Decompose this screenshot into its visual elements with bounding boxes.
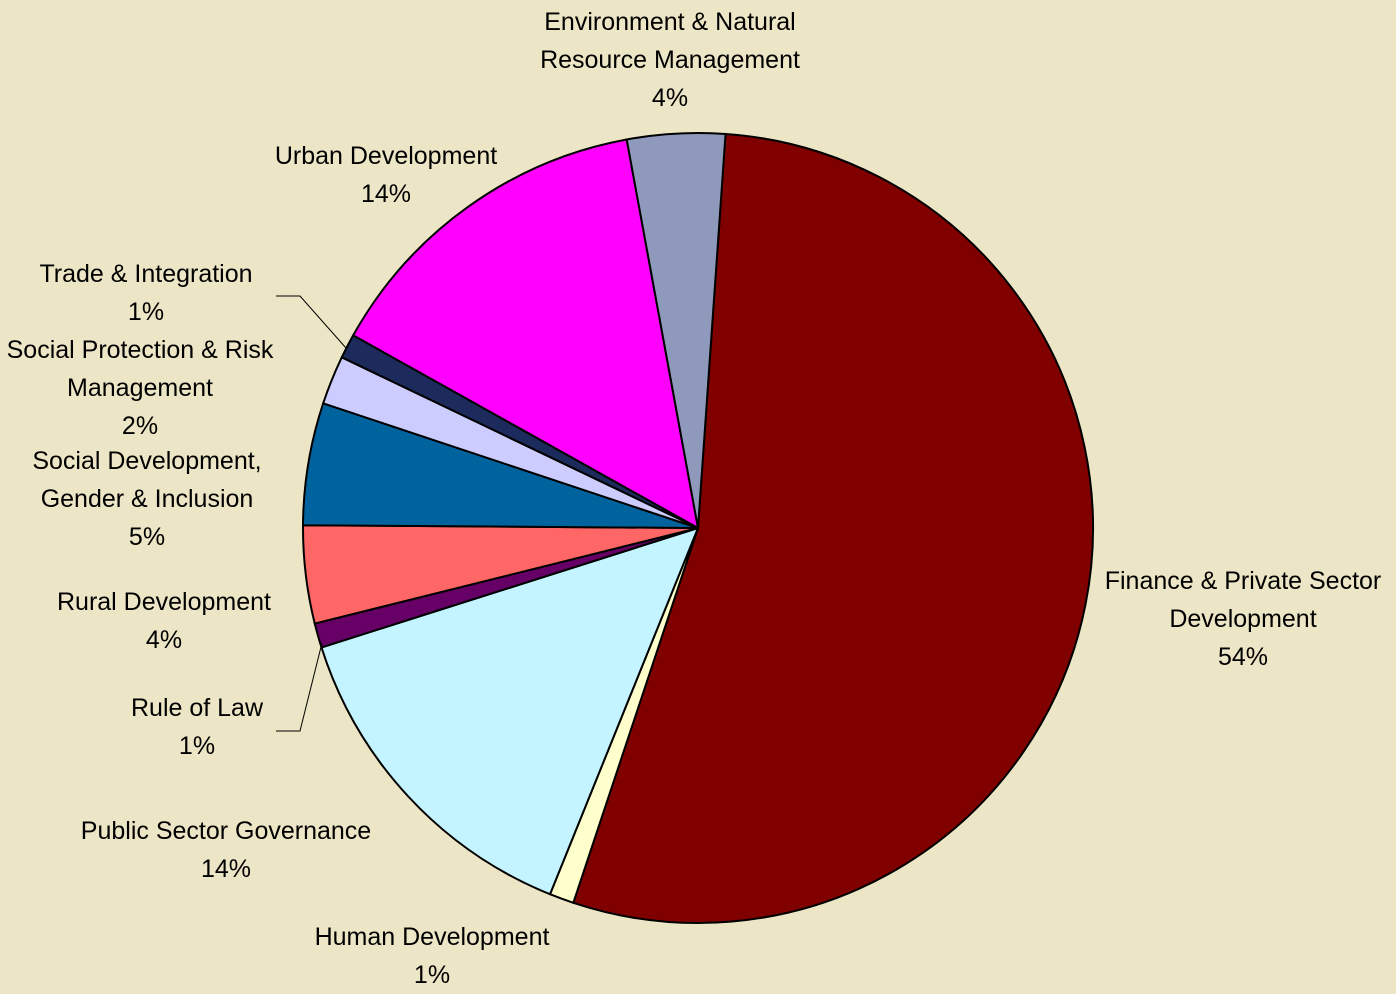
- value-label: 5%: [128, 523, 166, 551]
- category-name: Social Development, Gender & Inclusion: [32, 447, 262, 513]
- slice-label: Rural Development 4%: [14, 583, 314, 659]
- category-name: Finance & Private Sector Development: [1104, 567, 1382, 633]
- leader-line: [276, 642, 323, 732]
- category-name: Rule of Law: [130, 694, 264, 722]
- category-name: Public Sector Governance: [80, 817, 372, 845]
- slice-label: Urban Development 14%: [236, 137, 536, 213]
- value-label: 4%: [651, 84, 689, 112]
- slice-label: Environment & Natural Resource Managemen…: [505, 3, 835, 117]
- value-label: 1%: [413, 961, 451, 989]
- leader-line: [276, 295, 347, 349]
- value-label: 1%: [178, 732, 216, 760]
- slice-label: Human Development 1%: [232, 918, 632, 994]
- category-name: Trade & Integration: [39, 260, 253, 288]
- slice-label: Finance & Private Sector Development 54%: [1098, 562, 1388, 676]
- slice-label: Rule of Law 1%: [47, 689, 347, 765]
- value-label: 54%: [1217, 643, 1269, 671]
- value-label: 14%: [360, 180, 412, 208]
- category-name: Rural Development: [57, 588, 271, 616]
- slice-label: Social Protection & Risk Management 2%: [3, 331, 278, 445]
- slice-label: Trade & Integration 1%: [0, 255, 296, 331]
- value-label: 4%: [145, 626, 183, 654]
- pie-slice: [320, 526, 700, 896]
- category-name: Environment & Natural Resource Managemen…: [540, 8, 800, 74]
- category-name: Human Development: [314, 923, 550, 951]
- pie-slice: [572, 132, 1094, 924]
- category-name: Urban Development: [274, 142, 498, 170]
- category-name: Social Protection & Risk Management: [6, 336, 274, 402]
- slice-label: Public Sector Governance 14%: [26, 812, 426, 888]
- value-label: 1%: [127, 298, 165, 326]
- pie-slice: [625, 132, 727, 529]
- value-label: 2%: [121, 412, 159, 440]
- value-label: 14%: [200, 855, 252, 883]
- pie-slice: [351, 138, 700, 530]
- slice-label: Social Development, Gender & Inclusion 5%: [2, 442, 292, 556]
